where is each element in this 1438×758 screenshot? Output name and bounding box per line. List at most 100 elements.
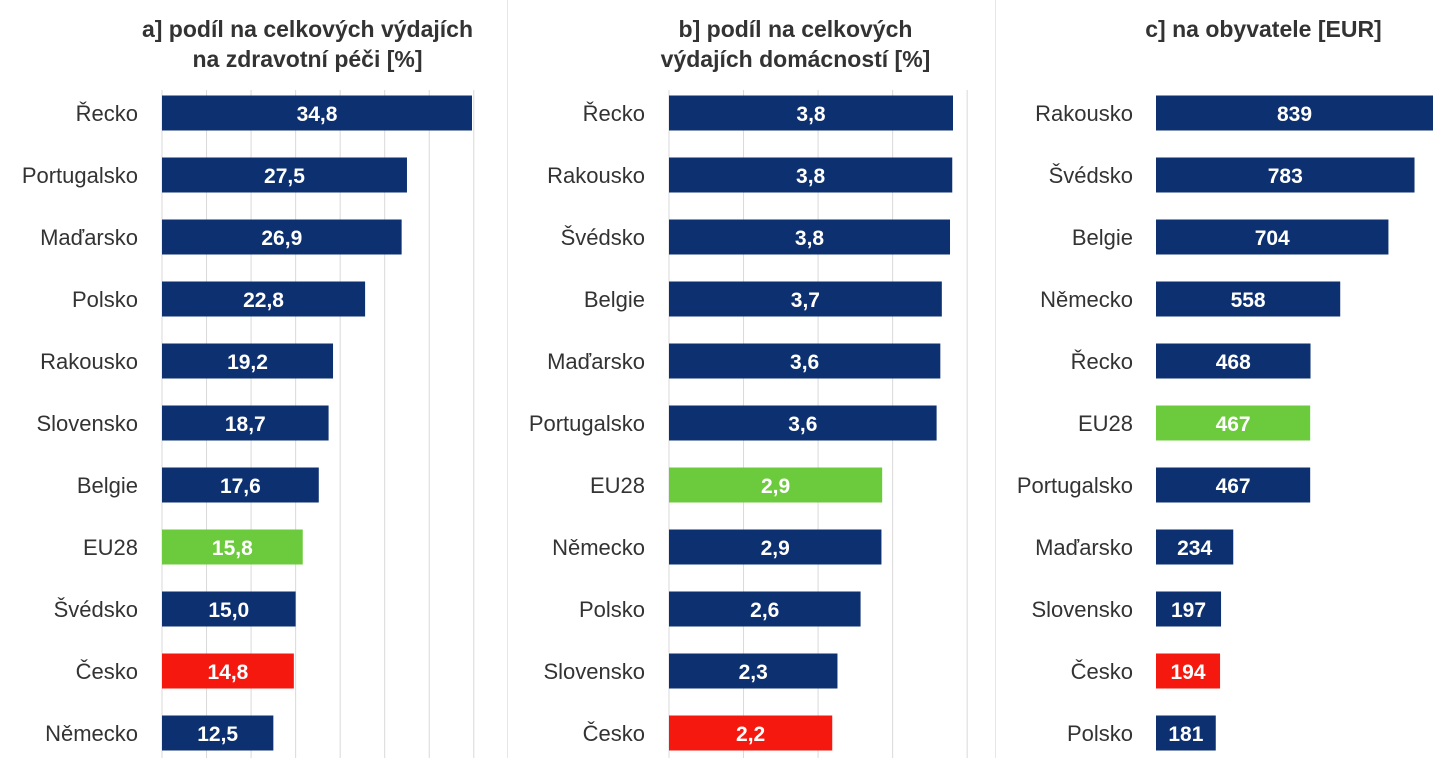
chart-panel-b: b] podíl na celkových výdajích domácnost… xyxy=(508,0,993,758)
bar-a-2 xyxy=(162,219,402,255)
data-label-a-1: 27,5 xyxy=(264,165,305,188)
bar-c-8 xyxy=(1156,591,1222,627)
data-label-a-7: 15,8 xyxy=(212,537,253,560)
category-label-c-10: Polsko xyxy=(1067,721,1133,746)
category-label-a-7: EU28 xyxy=(83,535,138,560)
category-label-a-6: Belgie xyxy=(77,473,138,498)
chart-title-a: a] podíl na celkových výdajích na zdravo… xyxy=(110,14,505,74)
bar-c-9 xyxy=(1156,653,1221,689)
chart-title-c: c] na obyvatele [EUR] xyxy=(1091,14,1436,44)
panel-divider-1 xyxy=(507,0,508,758)
chart-title-a-line-2: na zdravotní péči [%] xyxy=(192,46,423,72)
data-label-a-10: 12,5 xyxy=(197,723,238,746)
category-label-c-3: Německo xyxy=(1040,287,1133,312)
data-label-a-0: 34,8 xyxy=(297,103,338,126)
bar-chart-c: Rakousko 839 Švédsko 783 Belgie 704 Německo 558… xyxy=(1017,95,1433,751)
bar-b-10 xyxy=(669,715,833,751)
data-label-c-2: 704 xyxy=(1255,227,1290,250)
bar-b-1 xyxy=(669,157,953,193)
bar-a-6 xyxy=(162,467,319,503)
bar-b-8 xyxy=(669,591,861,627)
bar-b-9 xyxy=(669,653,838,689)
chart-title-b: b] podíl na celkových výdajích domácnost… xyxy=(613,14,978,74)
category-label-a-3: Polsko xyxy=(72,287,138,312)
category-label-a-2: Maďarsko xyxy=(40,225,138,250)
data-label-a-8: 15,0 xyxy=(208,599,249,622)
data-label-b-1: 3,8 xyxy=(796,165,826,188)
bar-a-4 xyxy=(162,343,334,379)
category-label-b-9: Slovensko xyxy=(543,659,645,684)
bar-c-5 xyxy=(1156,405,1311,441)
category-label-b-6: EU28 xyxy=(590,473,645,498)
chart-title-c-line-1: c] na obyvatele [EUR] xyxy=(1145,16,1382,42)
category-label-b-2: Švédsko xyxy=(561,225,645,250)
chart-title-b-line-1: b] podíl na celkových xyxy=(678,16,913,42)
bar-a-9 xyxy=(162,653,294,689)
bar-a-1 xyxy=(162,157,407,193)
data-label-c-5: 467 xyxy=(1216,413,1251,436)
bar-chart-b: Řecko 3,8 Rakousko 3,8 Švédsko 3,8 Belgie 3,7 Ma… xyxy=(529,90,968,758)
bar-b-6 xyxy=(669,467,883,503)
bar-c-1 xyxy=(1156,157,1415,193)
bar-a-5 xyxy=(162,405,329,441)
data-label-a-4: 19,2 xyxy=(227,351,268,374)
category-label-b-4: Maďarsko xyxy=(547,349,645,374)
data-label-a-6: 17,6 xyxy=(220,475,261,498)
bar-chart-a: Řecko 34,8 Portugalsko 27,5 Maďarsko 26,9 Pols… xyxy=(22,90,475,758)
data-label-c-7: 234 xyxy=(1177,537,1212,560)
bar-a-10 xyxy=(162,715,274,751)
chart-title-a-line-1: a] podíl na celkových výdajích xyxy=(141,16,474,42)
data-label-b-3: 3,7 xyxy=(791,289,820,312)
data-label-b-2: 3,8 xyxy=(795,227,825,250)
category-label-a-10: Německo xyxy=(45,721,138,746)
data-label-b-4: 3,6 xyxy=(790,351,819,374)
category-label-b-7: Německo xyxy=(552,535,645,560)
category-label-a-9: Česko xyxy=(76,659,138,684)
bar-c-0 xyxy=(1156,95,1433,131)
category-label-b-1: Rakousko xyxy=(547,163,645,188)
bar-b-3 xyxy=(669,281,942,317)
panel-divider-2 xyxy=(995,0,996,758)
bar-a-8 xyxy=(162,591,296,627)
category-label-b-8: Polsko xyxy=(579,597,645,622)
bar-a-3 xyxy=(162,281,366,317)
category-label-a-5: Slovensko xyxy=(36,411,138,436)
data-label-b-8: 2,6 xyxy=(750,599,779,622)
data-label-b-6: 2,9 xyxy=(761,475,790,498)
data-label-c-9: 194 xyxy=(1171,661,1206,684)
chart-panel-c: c] na obyvatele [EUR] Rakousko 839 Švédsko… xyxy=(996,0,1438,758)
bar-b-0 xyxy=(669,95,953,131)
data-label-a-9: 14,8 xyxy=(207,661,248,684)
bar-c-3 xyxy=(1156,281,1341,317)
category-label-b-0: Řecko xyxy=(583,101,645,126)
category-label-c-9: Česko xyxy=(1071,659,1133,684)
category-label-a-1: Portugalsko xyxy=(22,163,138,188)
data-label-c-1: 783 xyxy=(1268,165,1303,188)
data-label-c-3: 558 xyxy=(1231,289,1266,312)
category-label-a-8: Švédsko xyxy=(54,597,138,622)
data-label-b-9: 2,3 xyxy=(739,661,768,684)
data-label-b-10: 2,2 xyxy=(736,723,765,746)
bar-b-7 xyxy=(669,529,882,565)
chart-panel-a: a] podíl na celkových výdajích na zdravo… xyxy=(0,0,505,758)
data-label-b-7: 2,9 xyxy=(761,537,790,560)
category-label-c-5: EU28 xyxy=(1078,411,1133,436)
data-label-b-5: 3,6 xyxy=(788,413,817,436)
data-label-c-4: 468 xyxy=(1216,351,1251,374)
data-label-c-10: 181 xyxy=(1168,723,1203,746)
category-label-c-4: Řecko xyxy=(1071,349,1133,374)
category-label-c-7: Maďarsko xyxy=(1035,535,1133,560)
category-label-b-3: Belgie xyxy=(584,287,645,312)
category-label-a-0: Řecko xyxy=(76,101,138,126)
category-label-c-1: Švédsko xyxy=(1049,163,1133,188)
data-label-a-5: 18,7 xyxy=(225,413,266,436)
bar-c-6 xyxy=(1156,467,1311,503)
data-label-b-0: 3,8 xyxy=(796,103,826,126)
bar-c-10 xyxy=(1156,715,1216,751)
chart-title-b-line-2: výdajích domácností [%] xyxy=(660,46,931,72)
bar-b-5 xyxy=(669,405,937,441)
category-label-c-2: Belgie xyxy=(1072,225,1133,250)
bar-b-2 xyxy=(669,219,951,255)
data-label-c-0: 839 xyxy=(1277,103,1312,126)
bar-c-7 xyxy=(1156,529,1234,565)
